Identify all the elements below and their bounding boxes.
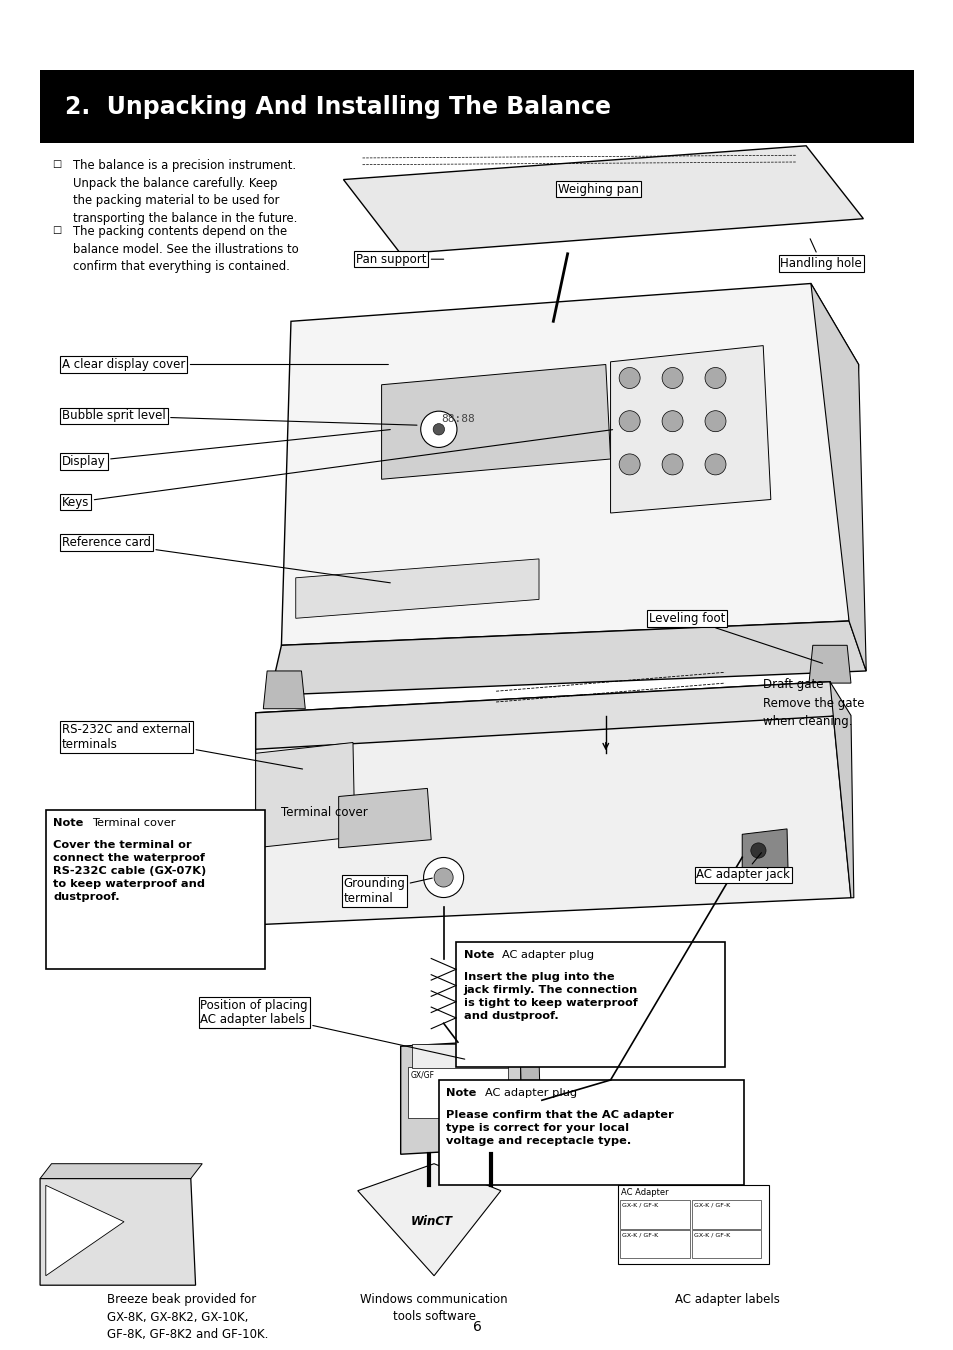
Polygon shape: [255, 743, 355, 848]
Ellipse shape: [434, 868, 453, 887]
Text: Breeze beak provided for
GX-8K, GX-8K2, GX-10K,
GF-8K, GF-8K2 and GF-10K.: Breeze beak provided for GX-8K, GX-8K2, …: [107, 1293, 268, 1341]
Ellipse shape: [433, 424, 444, 435]
Text: Cover the terminal or
connect the waterproof
RS-232C cable (GX-07K)
to keep wate: Cover the terminal or connect the waterp…: [53, 840, 207, 902]
Text: A clear display cover: A clear display cover: [62, 358, 388, 371]
Polygon shape: [810, 284, 865, 671]
Ellipse shape: [704, 454, 725, 475]
Polygon shape: [46, 1185, 124, 1276]
Ellipse shape: [661, 410, 682, 432]
Text: GX-K / GF-K: GX-K / GF-K: [621, 1203, 658, 1208]
Ellipse shape: [618, 454, 639, 475]
Ellipse shape: [423, 857, 463, 898]
Text: Bubble sprit level: Bubble sprit level: [62, 409, 416, 425]
Polygon shape: [741, 829, 787, 873]
Text: Remove the gate: Remove the gate: [762, 697, 863, 710]
Text: Position of placing
AC adapter labels: Position of placing AC adapter labels: [200, 999, 464, 1060]
Text: AC adapter jack: AC adapter jack: [696, 853, 789, 882]
Ellipse shape: [661, 367, 682, 389]
Text: AC adapter plug: AC adapter plug: [501, 950, 594, 960]
Ellipse shape: [618, 410, 639, 432]
Polygon shape: [829, 682, 853, 898]
Polygon shape: [519, 1040, 541, 1154]
FancyBboxPatch shape: [40, 70, 913, 143]
FancyBboxPatch shape: [46, 810, 265, 969]
Text: Insert the plug into the
jack firmly. The connection
is tight to keep waterproof: Insert the plug into the jack firmly. Th…: [463, 972, 638, 1021]
Polygon shape: [255, 682, 850, 925]
Text: WinCT: WinCT: [411, 1215, 453, 1228]
Ellipse shape: [420, 412, 456, 447]
Polygon shape: [338, 788, 431, 848]
Polygon shape: [255, 682, 843, 749]
Polygon shape: [808, 645, 850, 683]
Polygon shape: [343, 146, 862, 254]
FancyBboxPatch shape: [438, 1080, 743, 1185]
Text: The packing contents depend on the
balance model. See the illustrations to
confi: The packing contents depend on the balan…: [73, 225, 299, 274]
FancyBboxPatch shape: [618, 1185, 768, 1264]
Text: GX-K / GF-K: GX-K / GF-K: [621, 1233, 658, 1238]
Polygon shape: [381, 364, 610, 479]
FancyBboxPatch shape: [691, 1230, 760, 1258]
FancyBboxPatch shape: [691, 1200, 760, 1229]
Text: 2.  Unpacking And Installing The Balance: 2. Unpacking And Installing The Balance: [65, 95, 610, 119]
Text: 88:88: 88:88: [440, 413, 475, 424]
Polygon shape: [40, 1164, 202, 1179]
Polygon shape: [270, 621, 865, 695]
Ellipse shape: [618, 367, 639, 389]
FancyBboxPatch shape: [408, 1066, 508, 1118]
Polygon shape: [357, 1164, 500, 1276]
Text: GX-K / GF-K: GX-K / GF-K: [693, 1203, 729, 1208]
Text: Terminal cover: Terminal cover: [281, 806, 368, 819]
Text: Pan support: Pan support: [355, 252, 443, 266]
Text: Note: Note: [463, 950, 494, 960]
Polygon shape: [610, 346, 770, 513]
FancyBboxPatch shape: [412, 1044, 507, 1068]
Text: Draft gate: Draft gate: [762, 678, 822, 691]
FancyBboxPatch shape: [456, 942, 724, 1066]
Ellipse shape: [704, 367, 725, 389]
Ellipse shape: [750, 842, 765, 859]
Text: GX-K / GF-K: GX-K / GF-K: [693, 1233, 729, 1238]
Text: Leveling foot: Leveling foot: [648, 612, 821, 663]
Polygon shape: [281, 284, 858, 645]
FancyBboxPatch shape: [619, 1230, 689, 1258]
Text: Display: Display: [62, 429, 390, 468]
Text: Note: Note: [53, 818, 84, 828]
Text: Windows communication
tools software: Windows communication tools software: [360, 1293, 507, 1323]
Text: GX/GF: GX/GF: [410, 1071, 434, 1080]
Text: Weighing pan: Weighing pan: [558, 182, 639, 196]
Text: □: □: [52, 159, 62, 169]
Ellipse shape: [704, 410, 725, 432]
Text: AC adapter labels: AC adapter labels: [674, 1293, 779, 1307]
Text: AC adapter plug: AC adapter plug: [484, 1088, 577, 1098]
Polygon shape: [400, 1040, 522, 1154]
FancyBboxPatch shape: [0, 0, 953, 1350]
Text: Reference card: Reference card: [62, 536, 390, 583]
FancyBboxPatch shape: [619, 1200, 689, 1229]
Text: Note: Note: [446, 1088, 476, 1098]
Text: Keys: Keys: [62, 429, 612, 509]
Polygon shape: [295, 559, 538, 618]
Text: The balance is a precision instrument.
Unpack the balance carefully. Keep
the pa: The balance is a precision instrument. U…: [73, 159, 297, 225]
Ellipse shape: [661, 454, 682, 475]
Text: AC Adapter: AC Adapter: [620, 1188, 668, 1197]
Polygon shape: [40, 1179, 195, 1285]
Polygon shape: [263, 671, 305, 709]
Text: 6: 6: [472, 1320, 481, 1334]
Text: Terminal cover: Terminal cover: [91, 818, 175, 828]
Text: Please confirm that the AC adapter
type is correct for your local
voltage and re: Please confirm that the AC adapter type …: [446, 1110, 674, 1146]
Text: Handling hole: Handling hole: [780, 239, 862, 270]
Text: RS-232C and external
terminals: RS-232C and external terminals: [62, 724, 302, 769]
Text: Grounding
terminal: Grounding terminal: [343, 878, 432, 904]
Text: □: □: [52, 225, 62, 235]
Text: when cleaning.: when cleaning.: [762, 716, 852, 729]
